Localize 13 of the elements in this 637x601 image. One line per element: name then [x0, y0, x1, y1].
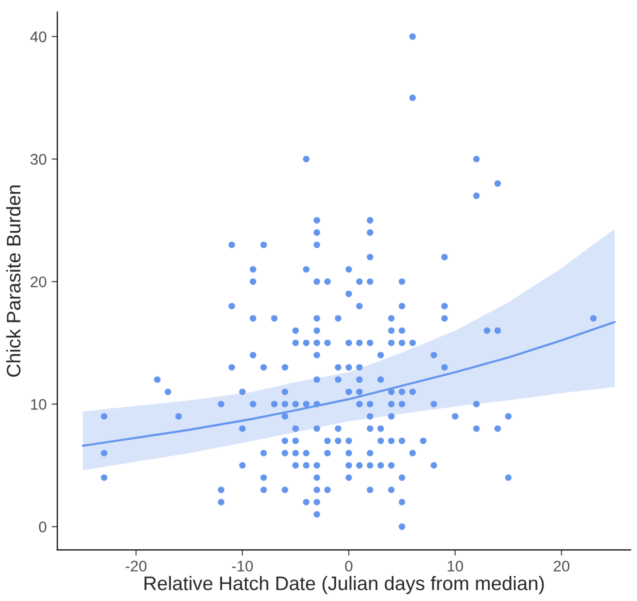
x-tick-label: 20 — [554, 560, 570, 572]
x-tick-label: 0 — [345, 560, 352, 572]
line-series — [82, 320, 616, 447]
x-tick-label: -20 — [126, 560, 146, 572]
x-tick-label: 10 — [448, 560, 464, 572]
y-tick-label: 20 — [30, 276, 46, 288]
y-tick-label: 40 — [30, 31, 46, 42]
y-axis-title: Chick Parasite Burden — [6, 185, 21, 377]
x-axis-title: Relative Hatch Date (Julian days from median) — [144, 576, 544, 594]
y-tick-label: 10 — [31, 398, 46, 410]
y-tick-label: 0 — [39, 522, 46, 532]
x-tick-label: -10 — [232, 560, 253, 572]
y-tick-label: 30 — [30, 154, 46, 165]
